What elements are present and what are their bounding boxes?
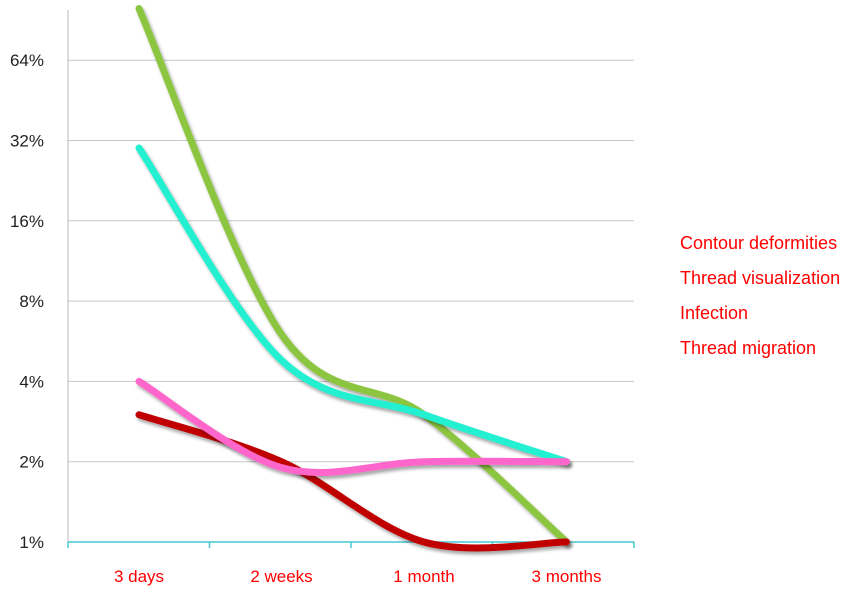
series-lines: [135, 4, 570, 552]
gridlines: [68, 59, 634, 463]
y-tick-label: 16%: [10, 212, 44, 231]
y-tick-label: 2%: [19, 453, 44, 472]
y-tick-label: 32%: [10, 132, 44, 151]
x-tick-label: 2 weeks: [250, 567, 312, 586]
plot-area: 1%2%4%8%16%32%64% 3 days 2 weeks 1 month 3 …: [10, 4, 635, 586]
x-tick-label: 3 months: [532, 567, 602, 586]
legend-label-contour-deformities: Contour deformities: [680, 233, 837, 253]
legend-label-thread-migration: Thread migration: [680, 338, 816, 358]
series-line-thread-migration: [135, 377, 570, 476]
x-axis-tick-labels: 3 days 2 weeks 1 month 3 months: [114, 567, 602, 586]
series-line-contour-deformities: [135, 4, 570, 546]
series-line-infection: [135, 411, 570, 552]
x-tick-label: 3 days: [114, 567, 164, 586]
y-tick-label: 1%: [19, 533, 44, 552]
legend-label-thread-visualization: Thread visualization: [680, 268, 840, 288]
legend: Contour deformities Thread visualization I…: [649, 233, 840, 358]
y-axis-tick-labels: 1% 2% 4% 8% 16% 32% 64%: [10, 51, 44, 552]
y-tick-label: 64%: [10, 51, 44, 70]
y-tick-label: 4%: [19, 372, 44, 391]
series-line-thread-visualization: [135, 144, 570, 466]
legend-label-infection: Infection: [680, 303, 748, 323]
y-tick-label: 8%: [19, 292, 44, 311]
x-tick-label: 1 month: [393, 567, 454, 586]
